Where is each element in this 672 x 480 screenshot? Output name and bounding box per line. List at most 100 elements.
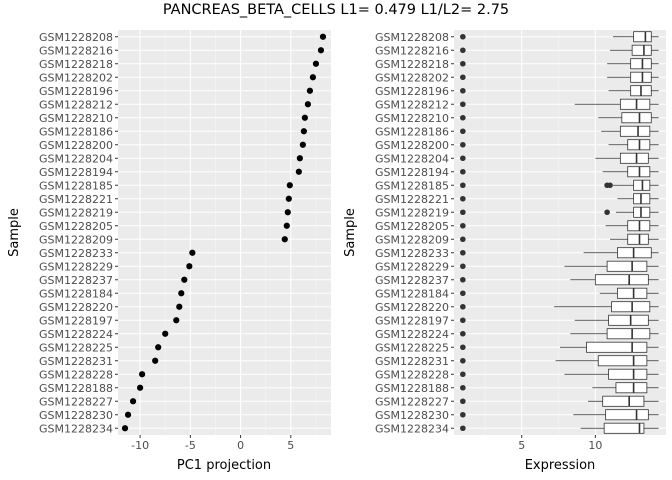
y-tick-label: GSM1228185 (39, 179, 113, 192)
y-tick-label: GSM1228204 (39, 152, 113, 165)
outlier-point (460, 330, 466, 337)
scatter-point (296, 155, 303, 162)
y-tick-label: GSM1228202 (39, 71, 113, 84)
x-tick-label: 5 (518, 439, 525, 452)
outlier-point (460, 87, 466, 94)
y-tick-label: GSM1228197 (39, 314, 113, 327)
box-group (460, 220, 659, 232)
box (608, 368, 648, 380)
y-axis-title: Sample (343, 208, 358, 257)
outlier-point (460, 398, 466, 405)
scatter-point (139, 371, 146, 378)
y-tick-label: GSM1228205 (39, 220, 113, 233)
outlier-point (460, 371, 466, 378)
y-tick-label: GSM1228205 (375, 220, 449, 233)
x-tick-label: 0 (237, 439, 244, 452)
outlier-point (460, 101, 466, 108)
outlier-point (460, 168, 466, 175)
box-group (460, 274, 659, 286)
outlier-point (460, 222, 466, 229)
box-group (460, 152, 659, 164)
y-tick-label: GSM1228234 (375, 422, 449, 435)
y-tick-label: GSM1228218 (39, 58, 113, 71)
outlier-point (460, 128, 466, 135)
box-group (460, 233, 659, 245)
box (606, 328, 651, 340)
y-tick-label: GSM1228208 (39, 31, 113, 44)
box (611, 301, 651, 313)
outlier-point (460, 317, 466, 324)
scatter-point (284, 209, 291, 216)
box-group (460, 206, 659, 218)
y-tick-label: GSM1228224 (375, 328, 449, 341)
outlier-point (460, 209, 466, 216)
box-group (460, 341, 659, 353)
box-group (460, 301, 659, 313)
box-group (460, 422, 659, 434)
y-tick-label: GSM1228230 (375, 409, 449, 422)
y-tick-label: GSM1228204 (375, 152, 449, 165)
scatter-point (286, 182, 293, 189)
y-tick-label: GSM1228184 (375, 287, 449, 300)
y-tick-label: GSM1228210 (375, 112, 449, 125)
scatter-point (124, 411, 132, 418)
scatter-point (299, 141, 306, 148)
box (619, 125, 651, 137)
box (619, 152, 649, 164)
y-tick-label: GSM1228200 (375, 139, 449, 152)
box (605, 409, 649, 421)
y-tick-label: GSM1228229 (375, 260, 449, 273)
box (631, 44, 652, 56)
y-tick-label: GSM1228231 (375, 355, 449, 368)
chart-title: PANCREAS_BETA_CELLS L1= 0.479 L1/L2= 2.7… (162, 2, 510, 18)
scatter-point (178, 290, 185, 297)
panel-background (118, 30, 331, 435)
scatter-point (309, 74, 317, 81)
box-group (460, 382, 659, 394)
y-tick-label: GSM1228197 (375, 314, 449, 327)
scatter-point (181, 276, 188, 283)
x-tick-label: 10 (588, 439, 602, 452)
scatter-point (121, 425, 129, 432)
scatter-point (186, 263, 193, 270)
y-tick-label: GSM1228185 (375, 179, 449, 192)
scatter-point (285, 195, 292, 202)
scatter-point (306, 87, 314, 94)
box-group (460, 328, 659, 340)
y-tick-label: GSM1228196 (375, 85, 449, 98)
y-tick-label: GSM1228210 (39, 112, 113, 125)
box (615, 382, 648, 394)
scatter-point (173, 317, 180, 324)
box-group (460, 193, 659, 205)
outlier-point (460, 33, 466, 40)
box-group (460, 31, 659, 43)
outlier-point (460, 344, 466, 351)
scatter-point (162, 330, 169, 337)
box (619, 98, 651, 110)
box-group (460, 71, 659, 83)
y-tick-label: GSM1228221 (375, 193, 449, 206)
box-group (460, 85, 659, 97)
y-tick-label: GSM1228194 (39, 166, 113, 179)
y-tick-label: GSM1228228 (39, 368, 113, 381)
box-group (460, 166, 659, 178)
scatter-point (295, 168, 302, 175)
box (627, 233, 649, 245)
outlier-point (460, 236, 466, 243)
box (603, 422, 645, 434)
outlier-point (460, 303, 466, 310)
box (594, 274, 649, 286)
y-tick-label: GSM1228200 (39, 139, 113, 152)
box (606, 260, 648, 272)
y-tick-label: GSM1228228 (375, 368, 449, 381)
scatter-point (189, 249, 196, 256)
outlier-point (460, 425, 466, 432)
box-group (460, 287, 659, 299)
box (602, 395, 645, 407)
scatter-point (304, 101, 311, 108)
outlier-point (460, 195, 466, 202)
box (630, 58, 652, 70)
y-tick-label: GSM1228230 (39, 409, 113, 422)
outlier-point (460, 249, 466, 256)
